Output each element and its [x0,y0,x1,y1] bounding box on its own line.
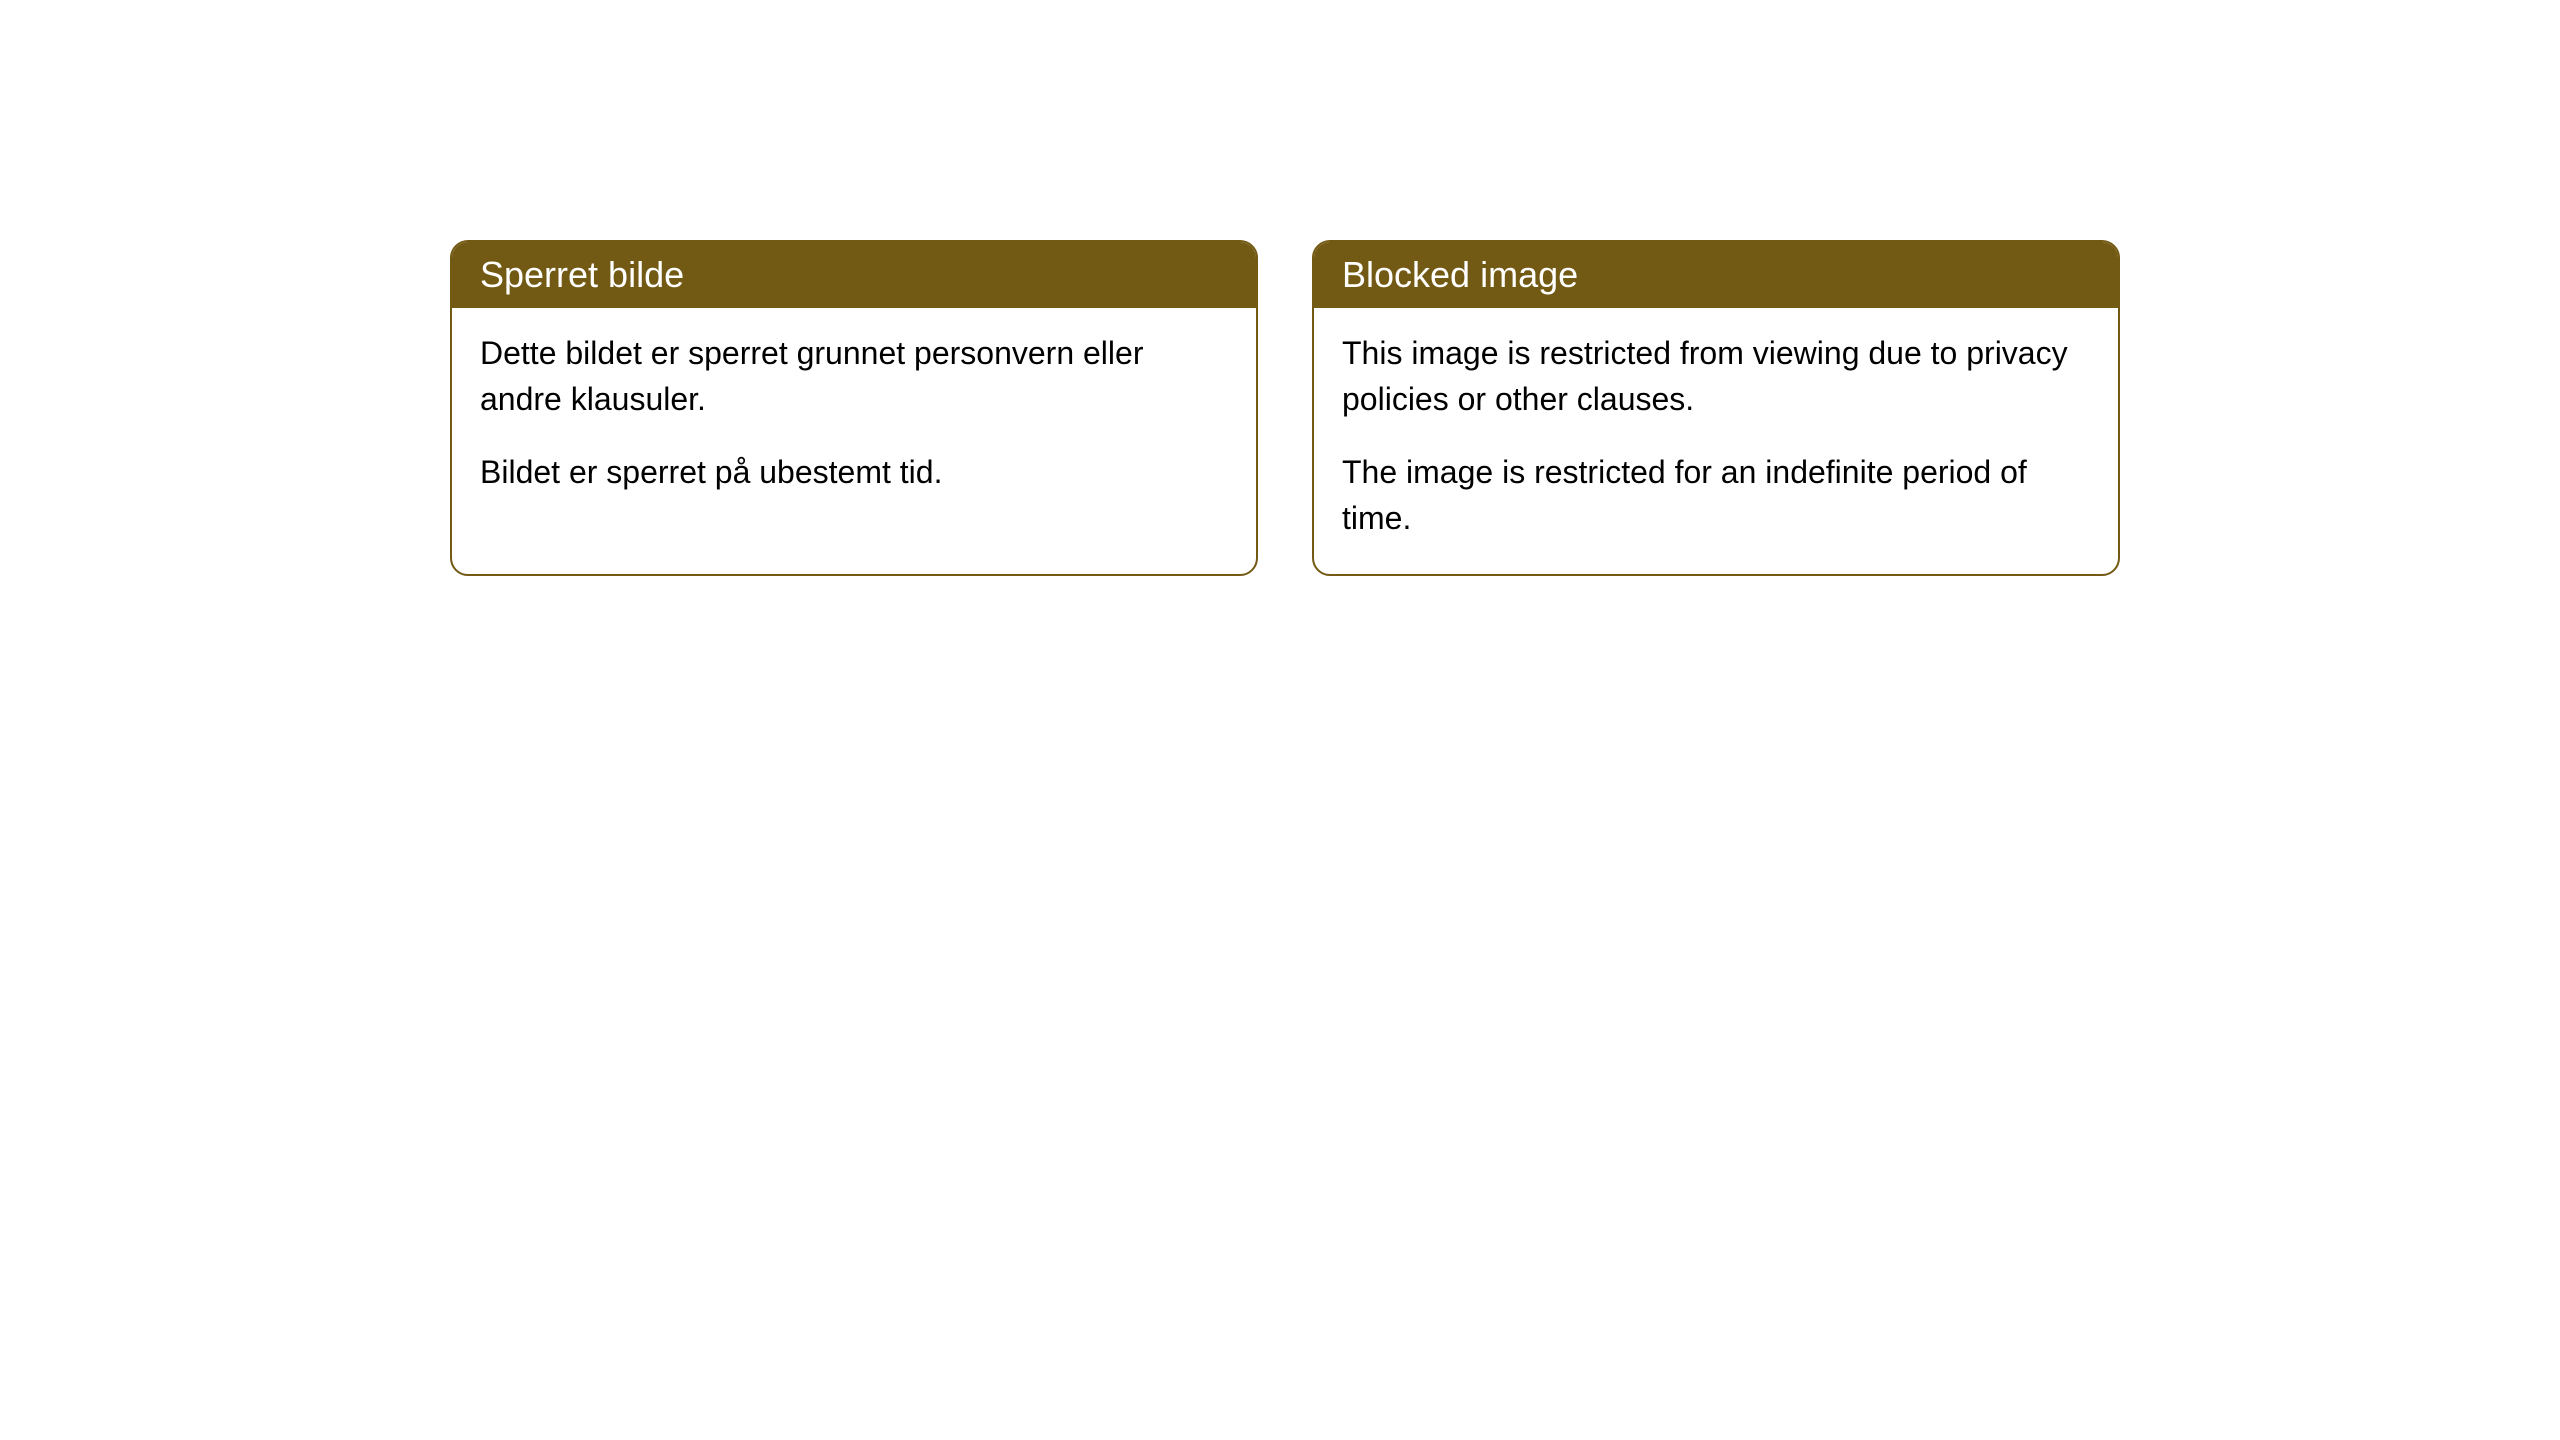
card-body: This image is restricted from viewing du… [1314,308,2118,574]
notice-cards-container: Sperret bilde Dette bildet er sperret gr… [450,240,2560,576]
card-body-text-1: This image is restricted from viewing du… [1342,330,2090,423]
card-title: Blocked image [1342,254,1578,295]
card-header: Sperret bilde [452,242,1256,308]
card-body-text-2: Bildet er sperret på ubestemt tid. [480,449,1228,495]
blocked-image-card-norwegian: Sperret bilde Dette bildet er sperret gr… [450,240,1258,576]
card-body-text-1: Dette bildet er sperret grunnet personve… [480,330,1228,423]
blocked-image-card-english: Blocked image This image is restricted f… [1312,240,2120,576]
card-body-text-2: The image is restricted for an indefinit… [1342,449,2090,542]
card-header: Blocked image [1314,242,2118,308]
card-title: Sperret bilde [480,254,684,295]
card-body: Dette bildet er sperret grunnet personve… [452,308,1256,527]
